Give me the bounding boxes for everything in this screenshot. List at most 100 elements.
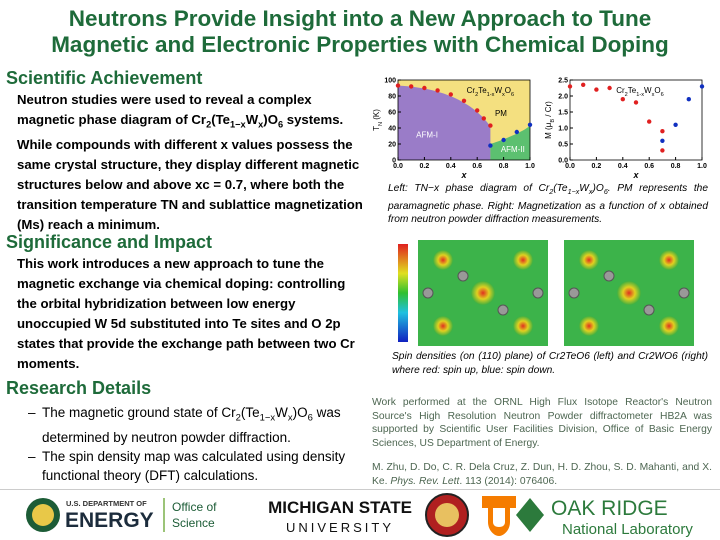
y-tick-label: 1.5	[558, 110, 568, 117]
msu-label: MICHIGAN STATE	[268, 498, 412, 517]
text-piece: . PM represents the paramagnetic phase. …	[388, 183, 708, 226]
bullet: The magnetic ground state of Cr2(Te1−xWx…	[28, 403, 368, 447]
text-piece: 6	[603, 188, 608, 197]
text-piece: x	[287, 412, 293, 424]
citation: M. Zhu, D. Do, C. R. Dela Cruz, Z. Dun, …	[372, 461, 712, 488]
plot-frame	[569, 79, 703, 161]
text-piece: W	[275, 405, 288, 420]
point	[395, 83, 401, 88]
slide-title: Neutrons Provide Insight into a New Appr…	[0, 6, 720, 58]
x-axis-label: x	[632, 170, 639, 180]
text-piece: was determined by neutron powder diffrac…	[42, 405, 341, 445]
text-piece: 1−x	[567, 188, 580, 197]
point	[660, 129, 665, 134]
figure-caption: Spin densities (on (110) plane) of Cr2Te…	[392, 351, 708, 376]
y-tick-label: 60	[388, 110, 396, 117]
point	[488, 143, 493, 148]
y-axis-label: TN (K)	[372, 109, 384, 131]
text-piece: 6	[277, 119, 284, 130]
text-piece: 2	[549, 188, 554, 197]
ornl-label: OAK RIDGE	[551, 497, 668, 520]
section-heading: Scientific Achievement	[6, 68, 203, 88]
doe-label: ENERGY	[65, 509, 154, 532]
figure-caption: Left: TN−x phase diagram of Cr2(Te1−xWx)…	[388, 182, 708, 227]
section-text: This work introduces a new approach to t…	[17, 254, 362, 374]
inset-title: Cr2Te1-xWxO6	[467, 86, 515, 98]
doe-seal-inner	[32, 504, 54, 526]
x-tick-label: 0.4	[446, 163, 456, 170]
text-piece: Te	[628, 86, 637, 95]
x-tick-label: 0.8	[499, 163, 509, 170]
ornl-icon	[516, 498, 544, 532]
x-tick-label: 1.0	[525, 163, 535, 170]
phase-region-afm2	[490, 124, 530, 160]
y-axis-label: M (μB / Cr)	[544, 101, 556, 139]
x-axis-label: x	[460, 170, 467, 180]
phase-region-afm1	[398, 85, 491, 160]
region-label: AFM-II	[501, 145, 525, 154]
point	[435, 88, 440, 93]
point	[481, 116, 486, 121]
text-piece: M (μ	[544, 122, 553, 139]
text-piece: x	[588, 188, 593, 197]
text-piece: W	[579, 183, 589, 194]
text-piece: 2	[235, 412, 241, 424]
logo-bar: U.S. DEPARTMENT OF ENERGY Office of Scie…	[26, 493, 693, 538]
text-piece: Cr	[467, 86, 476, 95]
text-piece: The magnetic ground state of Cr	[42, 405, 236, 420]
y-tick-label: 80	[388, 94, 396, 101]
point	[633, 100, 639, 105]
text-piece: x	[258, 119, 264, 130]
x-tick-label: 0.2	[420, 163, 430, 170]
office-label: Science	[172, 516, 215, 530]
point	[699, 84, 705, 89]
text-piece: 2	[475, 92, 478, 98]
text-piece: O	[654, 86, 660, 95]
text-piece: 1−x	[259, 412, 276, 424]
point	[488, 123, 493, 128]
text-piece: O	[505, 86, 511, 95]
point	[448, 92, 453, 97]
text-piece: This work introduces a new approach to t…	[17, 256, 355, 371]
text-piece: (K)	[372, 109, 381, 122]
region-label: PM	[495, 109, 507, 118]
text-piece: )O	[592, 183, 604, 194]
text-piece: 1-x	[487, 92, 495, 98]
text-piece: B	[550, 119, 556, 123]
text-piece: W	[494, 86, 502, 95]
x-tick-label: 0.2	[592, 163, 602, 170]
text-piece: 6	[661, 92, 664, 98]
y-tick-label: 2.5	[558, 78, 568, 85]
y-tick-label: 1.0	[558, 126, 568, 133]
point	[647, 119, 652, 124]
section-heading: Research Details	[6, 378, 152, 398]
text-piece: Te	[478, 86, 487, 95]
y-tick-label: 20	[388, 142, 396, 149]
point	[581, 82, 586, 87]
text-piece: The spin density map was calculated usin…	[42, 448, 346, 483]
text-piece: (Te	[553, 183, 568, 194]
y-tick-label: 2.0	[558, 94, 568, 101]
office-label: Office of	[172, 500, 217, 514]
bullet: The spin density map was calculated usin…	[28, 447, 368, 485]
x-tick-label: 0.0	[393, 163, 403, 170]
text-piece: Neutron studies were used to reveal a co…	[17, 92, 312, 127]
point	[475, 108, 480, 113]
text-piece: )O	[292, 405, 308, 420]
title-line: Magnetic and Electronic Properties with …	[51, 32, 669, 57]
text-piece: (Te	[211, 112, 231, 127]
y-tick-label: 0.0	[558, 158, 568, 165]
x-tick-label: 1.0	[697, 163, 707, 170]
text-piece: Left: TN−x phase diagram of Cr	[388, 183, 550, 194]
plot-frame	[397, 79, 531, 161]
text-piece: Phys. Rev. Lett	[390, 475, 460, 487]
point	[461, 98, 467, 103]
y-tick-label: 40	[388, 126, 396, 133]
point	[409, 84, 414, 89]
text-piece: 6	[307, 412, 313, 424]
text-piece: 2	[206, 119, 212, 130]
text-piece: systems. While compounds with different …	[17, 112, 363, 232]
divider	[0, 489, 720, 490]
